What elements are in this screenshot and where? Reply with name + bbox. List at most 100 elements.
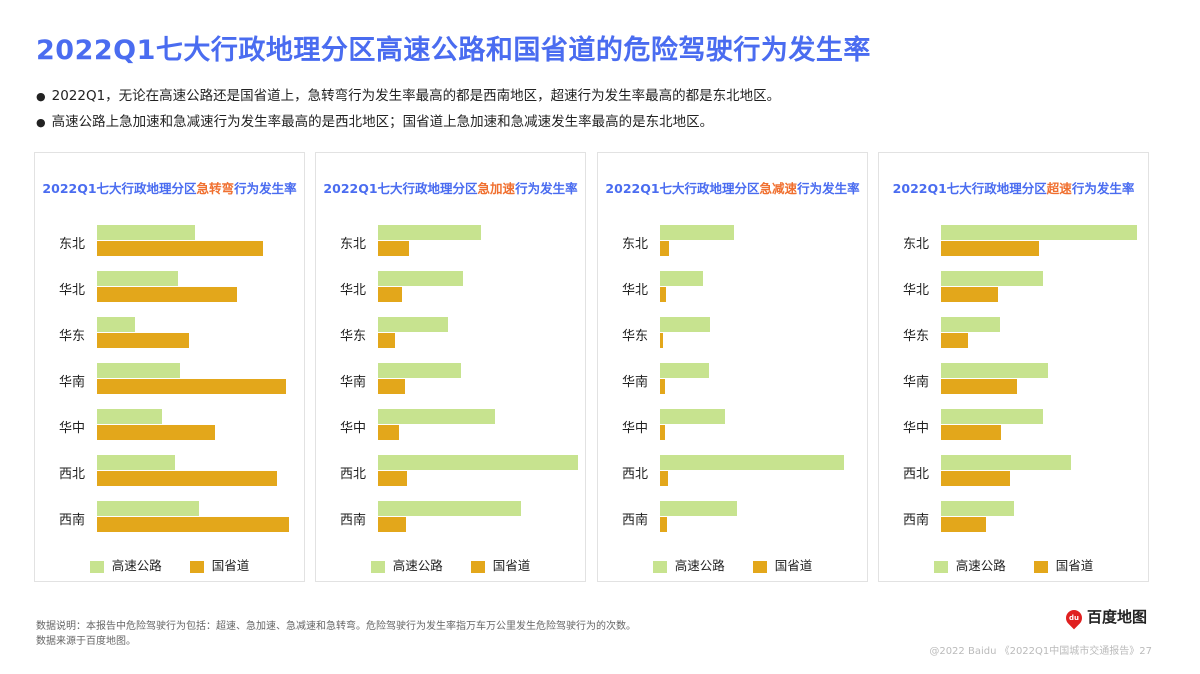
bar-highway (941, 317, 1000, 332)
chart-row: 华北 (35, 271, 304, 303)
chart-row: 华中 (879, 409, 1148, 441)
category-label: 华中 (621, 421, 648, 436)
category-label: 东北 (621, 237, 648, 252)
bar-national (378, 379, 405, 394)
chart-row: 华南 (879, 363, 1148, 395)
category-label: 东北 (902, 237, 929, 252)
legend-highway: 高速公路 (955, 558, 1006, 573)
chart-row: 西北 (879, 455, 1148, 487)
bar-highway (378, 455, 578, 470)
legend-highway: 高速公路 (674, 558, 725, 573)
legend-national: 国省道 (1055, 558, 1094, 573)
bar-national (97, 425, 215, 440)
bar-national (378, 287, 402, 302)
category-label: 华东 (58, 329, 85, 344)
footer-credit: @2022 Baidu 《2022Q1中国城市交通报告》27 (929, 646, 1152, 657)
bar-highway (97, 501, 199, 516)
category-label: 西南 (58, 513, 85, 528)
data-source: 数据来源于百度地图。 (36, 636, 136, 647)
bar-national (97, 517, 289, 532)
category-label: 华东 (621, 329, 648, 344)
chart-row: 华东 (316, 317, 585, 349)
category-label: 西南 (621, 513, 648, 528)
bar-national (941, 517, 986, 532)
legend-national: 国省道 (774, 558, 813, 573)
bullet-2: 高速公路上急加速和急减速行为发生率最高的是西北地区；国省道上急加速和急减速发生率… (36, 110, 714, 130)
chart-legend: 高速公路 国省道 (35, 555, 304, 574)
chart-row: 东北 (879, 225, 1148, 257)
bar-national (660, 241, 669, 256)
page-title: 2022Q1七大行政地理分区高速公路和国省道的危险驾驶行为发生率 (36, 35, 871, 66)
category-label: 华中 (902, 421, 929, 436)
chart-panel: 2022Q1七大行政地理分区急减速行为发生率 东北 华北 华东 华南 华中 西北… (597, 152, 868, 582)
bullet-1: 2022Q1，无论在高速公路还是国省道上，急转弯行为发生率最高的都是西南地区，超… (36, 84, 781, 104)
chart-row: 华东 (879, 317, 1148, 349)
chart-row: 东北 (35, 225, 304, 257)
bar-national (660, 287, 666, 302)
chart-panel: 2022Q1七大行政地理分区急转弯行为发生率 东北 华北 华东 华南 华中 西北… (34, 152, 305, 582)
bar-highway (378, 225, 481, 240)
bar-highway (660, 363, 709, 378)
chart-legend: 高速公路 国省道 (316, 555, 585, 574)
chart-row: 华南 (598, 363, 867, 395)
bar-highway (660, 501, 737, 516)
bar-highway (378, 317, 448, 332)
chart-row: 西南 (879, 501, 1148, 533)
chart-panel: 2022Q1七大行政地理分区超速行为发生率 东北 华北 华东 华南 华中 西北 … (878, 152, 1149, 582)
bar-highway (660, 317, 710, 332)
category-label: 西北 (902, 467, 929, 482)
category-label: 华东 (902, 329, 929, 344)
chart-row: 东北 (598, 225, 867, 257)
bar-national (941, 379, 1017, 394)
bar-highway (97, 455, 175, 470)
chart-row: 华南 (316, 363, 585, 395)
bar-highway (941, 409, 1043, 424)
bar-highway (97, 271, 178, 286)
chart-row: 西南 (35, 501, 304, 533)
legend-highway: 高速公路 (392, 558, 443, 573)
bar-highway (97, 225, 195, 240)
bar-national (97, 471, 277, 486)
chart-row: 华北 (316, 271, 585, 303)
bar-highway (941, 271, 1043, 286)
chart-row: 华中 (598, 409, 867, 441)
chart-panel: 2022Q1七大行政地理分区急加速行为发生率 东北 华北 华东 华南 华中 西北… (315, 152, 586, 582)
chart-row: 华北 (598, 271, 867, 303)
bar-highway (941, 225, 1137, 240)
bar-highway (97, 409, 162, 424)
bar-national (660, 517, 667, 532)
category-label: 华南 (621, 375, 648, 390)
category-label: 西北 (339, 467, 366, 482)
chart-title: 2022Q1七大行政地理分区超速行为发生率 (892, 181, 1135, 196)
bar-highway (97, 363, 180, 378)
bar-highway (660, 455, 844, 470)
chart-title: 2022Q1七大行政地理分区急加速行为发生率 (323, 181, 578, 196)
bar-highway (378, 363, 461, 378)
bar-highway (97, 317, 135, 332)
chart-row: 华中 (316, 409, 585, 441)
bar-highway (660, 225, 734, 240)
bar-national (941, 241, 1039, 256)
bar-national (660, 471, 668, 486)
category-label: 华南 (58, 375, 85, 390)
category-label: 华北 (58, 283, 85, 298)
bar-national (378, 517, 406, 532)
chart-row: 华北 (879, 271, 1148, 303)
bar-national (97, 287, 237, 302)
category-label: 西北 (621, 467, 648, 482)
category-label: 西北 (58, 467, 85, 482)
data-note: 数据说明：本报告中危险驾驶行为包括：超速、急加速、急减速和急转弯。危险驾驶行为发… (36, 621, 636, 632)
category-label: 华北 (339, 283, 366, 298)
bar-national (97, 241, 263, 256)
bar-national (660, 425, 665, 440)
bar-national (97, 379, 286, 394)
chart-row: 华南 (35, 363, 304, 395)
chart-row: 西北 (35, 455, 304, 487)
bar-national (941, 333, 968, 348)
category-label: 华中 (339, 421, 366, 436)
chart-row: 华东 (598, 317, 867, 349)
bar-highway (941, 455, 1071, 470)
chart-row: 东北 (316, 225, 585, 257)
bar-national (941, 425, 1001, 440)
bar-national (97, 333, 189, 348)
